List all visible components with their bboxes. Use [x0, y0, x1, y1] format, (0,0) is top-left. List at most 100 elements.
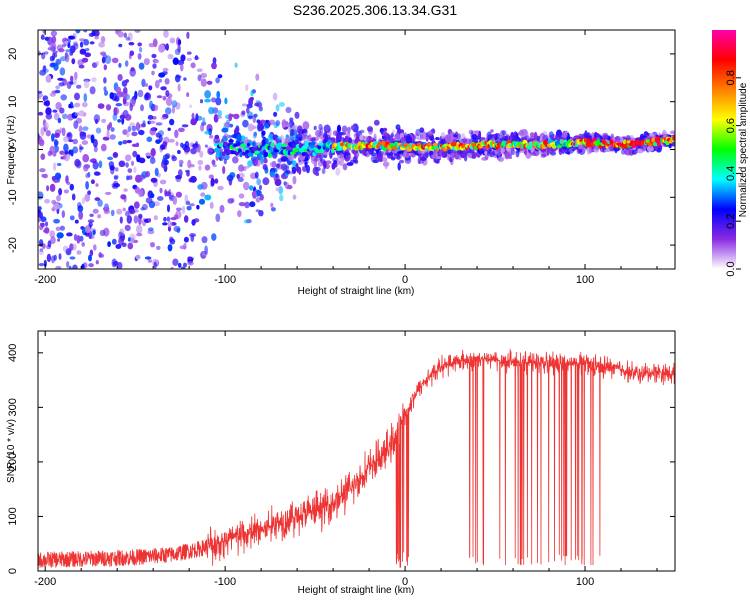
heatmap-cell — [138, 213, 143, 219]
heatmap-cell — [134, 186, 140, 194]
heatmap-cell — [89, 249, 94, 257]
heatmap-cell — [350, 125, 355, 131]
heatmap-cell — [174, 74, 181, 83]
snr-ytick-label: 400 — [7, 344, 19, 362]
snr-plot-area — [38, 331, 675, 571]
heatmap-cell — [212, 164, 217, 168]
heatmap-cell — [364, 152, 371, 158]
heatmap-cell — [270, 202, 274, 208]
heatmap-cell — [102, 206, 110, 211]
snr-frame — [37, 330, 676, 572]
snr-xtick-label: 0 — [402, 576, 408, 588]
heatmap-cell — [373, 133, 377, 140]
heatmap-cell — [453, 134, 458, 138]
heatmap-cell — [146, 136, 153, 143]
heatmap-cell — [67, 42, 71, 49]
heatmap-cell — [257, 123, 264, 131]
heatmap-cell — [88, 263, 94, 268]
heatmap-cell — [204, 144, 208, 148]
heatmap-cell — [148, 85, 153, 91]
heatmap-cell — [238, 164, 245, 172]
heatmap-cell — [85, 48, 90, 52]
heatmap-cell — [150, 193, 155, 199]
heatmap-cell — [497, 156, 504, 162]
heatmap-cell — [245, 149, 250, 154]
snr-ylabel: SNR (10 * v/v) — [6, 419, 17, 483]
heatmap-cell — [148, 120, 156, 124]
heatmap-cell — [57, 238, 61, 242]
heatmap-cell — [118, 141, 123, 146]
chart-title: S236.2025.306.13.34.G31 — [292, 2, 458, 18]
heatmap-cell — [51, 199, 57, 205]
heatmap-cell — [43, 259, 47, 268]
heatmap-cell — [211, 233, 217, 241]
heatmap-cell — [73, 78, 77, 86]
heatmap-cell — [367, 126, 373, 132]
heatmap-cell — [81, 242, 85, 247]
heatmap-cell — [79, 146, 84, 150]
heatmap-cell — [562, 131, 568, 138]
heatmap-cell — [149, 100, 153, 109]
heatmap-cell — [109, 134, 116, 140]
heatmap-cell — [135, 142, 140, 147]
heatmap-cell — [301, 152, 306, 157]
heatmap-cell — [354, 159, 359, 164]
heatmap-cell — [322, 132, 329, 139]
heatmap-cell — [159, 187, 163, 194]
heatmap-cell — [219, 204, 225, 213]
heatmap-cell — [173, 214, 179, 220]
heatmap-cell — [153, 104, 159, 112]
heatmap-cell — [336, 124, 342, 133]
heatmap-cell — [85, 173, 89, 179]
heatmap-cell — [39, 168, 46, 173]
heatmap-cell — [310, 156, 316, 164]
heatmap-cell — [222, 165, 226, 175]
heatmap-cell — [221, 135, 228, 143]
heatmap-cell — [238, 193, 245, 199]
heatmap-cell — [457, 133, 461, 141]
heatmap-cell — [241, 110, 246, 116]
heatmap-cell — [289, 151, 296, 155]
heatmap-cell — [129, 209, 136, 215]
heatmap-cell — [189, 203, 195, 207]
heatmap-cell — [307, 134, 312, 142]
heatmap-cell — [435, 137, 440, 141]
heatmap-cell — [38, 50, 41, 56]
heatmap-cell — [135, 122, 141, 131]
heatmap-cell — [100, 51, 107, 56]
heatmap-cell — [346, 131, 351, 138]
heatmap-cell — [139, 47, 143, 53]
heatmap-cell — [38, 263, 45, 267]
heatmap-cell — [151, 70, 155, 76]
heatmap-cell — [78, 125, 83, 133]
heatmap-cell — [620, 149, 626, 155]
heatmap-cell — [200, 73, 208, 78]
heatmap-cell — [190, 175, 197, 183]
snr-xtick-label: 100 — [576, 576, 594, 588]
heatmap-cell — [199, 99, 204, 104]
heatmap-cell — [247, 115, 253, 119]
heatmap-cell — [217, 185, 224, 191]
colorbar-tick-label: 0.2 — [725, 214, 737, 229]
heatmap-cell — [186, 31, 190, 39]
heatmap-cell — [175, 207, 182, 211]
heatmap-cell — [175, 175, 182, 183]
heatmap-cell — [304, 140, 310, 147]
heatmap-cell — [209, 149, 213, 153]
heatmap-cell — [105, 104, 112, 111]
heatmap-cell — [392, 129, 396, 133]
heatmap-cell — [263, 151, 269, 158]
heatmap-cell — [122, 207, 126, 212]
snr-xtick-label: -100 — [214, 576, 236, 588]
heatmap-cell — [447, 149, 452, 155]
heatmap-cell — [137, 42, 142, 47]
heatmap-cell — [163, 30, 169, 38]
heatmap-cell — [66, 261, 70, 268]
heatmap-cell — [268, 119, 276, 126]
heatmap-cell — [38, 90, 43, 94]
heatmap-cell — [89, 213, 94, 217]
heatmap-cell — [168, 138, 175, 143]
heatmap-cell — [311, 141, 316, 146]
heatmap-cell — [49, 43, 55, 52]
heatmap-cell — [341, 125, 348, 134]
